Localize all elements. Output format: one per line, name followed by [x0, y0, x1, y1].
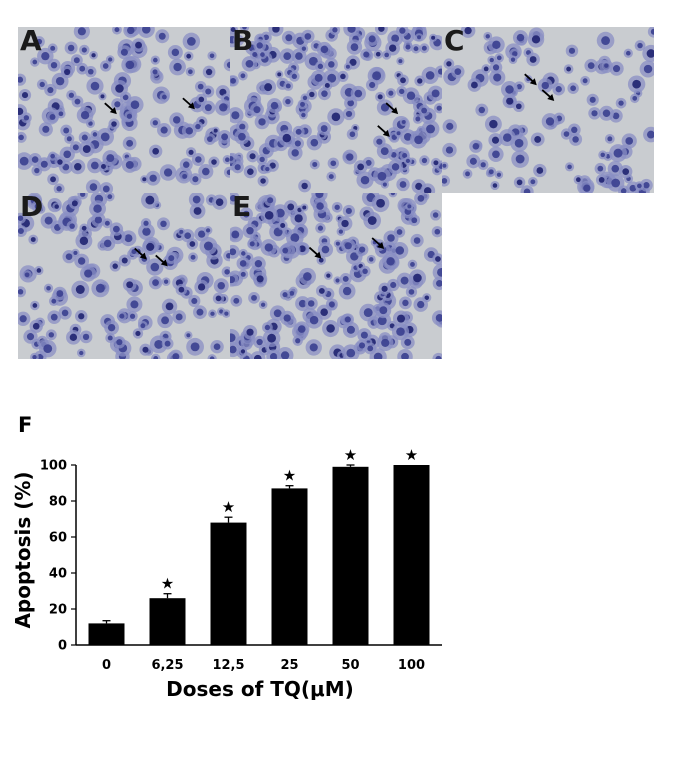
panel-letter-c: C — [444, 27, 465, 57]
x-tick-label: 12,5 — [212, 658, 244, 673]
significance-star: ★ — [283, 467, 296, 485]
panel-letter-e: E — [232, 193, 252, 223]
x-tick-label: 25 — [280, 658, 298, 673]
x-tick-label: 100 — [398, 658, 425, 673]
panel-letter-d: D — [20, 193, 44, 223]
panel-letter-b: B — [232, 27, 254, 57]
apoptosis-bar-chart: F 0 20 40 60 80 100 0 ★ 6,25 ★ 12,5 ★ 25 ★ 50 ★ 100 Apop… — [11, 413, 442, 700]
significance-star: ★ — [405, 446, 418, 464]
y-axis-label: Apoptosis (%) — [11, 471, 35, 628]
y-tick-label: 0 — [58, 639, 67, 654]
bar-1 — [149, 598, 186, 645]
y-tick-label: 60 — [49, 531, 67, 546]
micrograph-panel-c: C — [442, 27, 654, 193]
micrograph-panel-d: D — [18, 193, 230, 359]
micrograph-image-e — [230, 193, 442, 359]
x-tick-label: 0 — [102, 658, 111, 673]
bar-2 — [210, 522, 247, 645]
micrograph-image-d — [18, 193, 230, 359]
y-tick-label: 40 — [49, 567, 67, 582]
panel-letter-f: F — [18, 413, 32, 437]
y-tick-label: 80 — [49, 495, 67, 510]
bar-5 — [393, 465, 430, 645]
chart-bars — [88, 464, 430, 645]
y-tick-label: 100 — [40, 459, 67, 474]
micrograph-panel-a: A — [18, 27, 230, 193]
micrograph-image-c — [442, 27, 654, 193]
x-tick-label: 6,25 — [151, 658, 183, 673]
micrograph-panel-b: B — [230, 27, 442, 193]
significance-star: ★ — [222, 498, 235, 516]
x-axis-label: Doses of TQ(μM) — [166, 677, 354, 700]
bar-3 — [271, 488, 308, 645]
x-tick-label: 50 — [341, 658, 359, 673]
bar-4 — [332, 466, 369, 645]
micrograph-panel-e: E — [230, 193, 442, 359]
y-tick-label: 20 — [49, 603, 67, 618]
chart-labels: 0 20 40 60 80 100 0 ★ 6,25 ★ 12,5 ★ 25 ★ 50 ★ 100 — [40, 446, 425, 673]
significance-star: ★ — [161, 575, 174, 593]
micrograph-image-b — [230, 27, 442, 193]
bar-0 — [88, 623, 125, 645]
significance-star: ★ — [344, 446, 357, 464]
micrograph-image-a — [18, 27, 230, 193]
panel-letter-a: A — [20, 27, 42, 57]
chart-axes — [71, 464, 442, 646]
